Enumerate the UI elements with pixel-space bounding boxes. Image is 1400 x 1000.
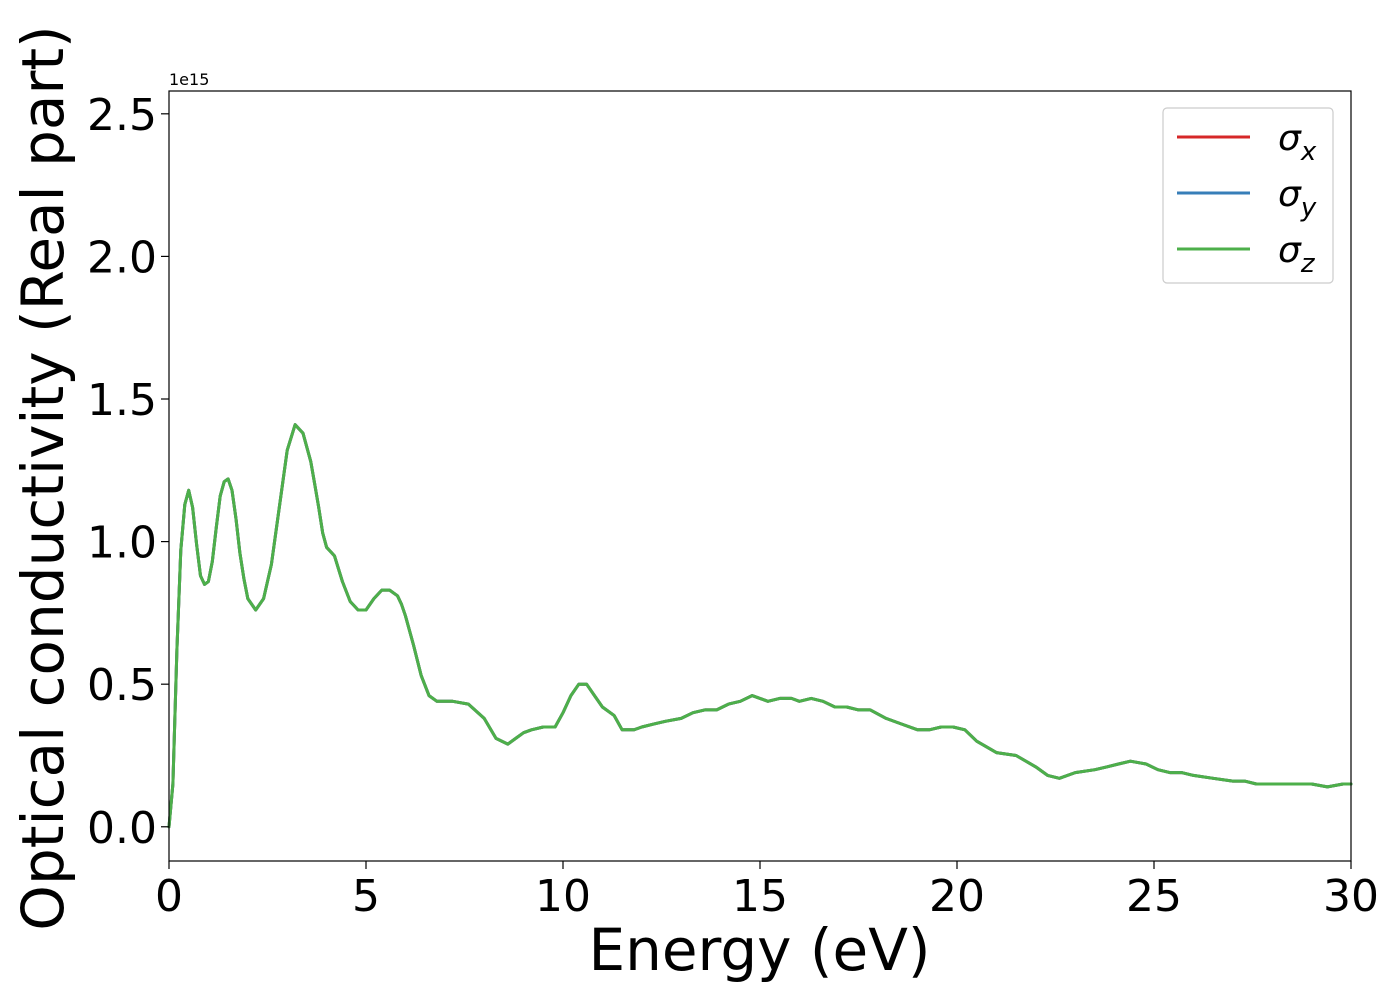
y-tick-label: 0.5 bbox=[87, 660, 157, 711]
series-line-z bbox=[167, 423, 1353, 829]
x-tick-label: 5 bbox=[352, 871, 380, 922]
legend: σx σy σz bbox=[1162, 107, 1334, 284]
x-tick-label: 15 bbox=[732, 871, 788, 922]
series-layer bbox=[167, 423, 1353, 829]
axes-layer: 0 5 10 15 20 25 30 0.0 0.5 1.0 1.5 2.0 2.5 bbox=[87, 90, 1379, 922]
y-tick-label: 1.0 bbox=[87, 518, 157, 569]
x-tick-label: 0 bbox=[155, 871, 183, 922]
y-offset-label: 1e15 bbox=[169, 70, 209, 89]
x-tick-label: 20 bbox=[929, 871, 985, 922]
y-tick-label: 2.0 bbox=[87, 232, 157, 283]
y-tick-label: 1.5 bbox=[87, 375, 157, 426]
y-tick-label: 0.0 bbox=[87, 803, 157, 854]
y-tick-label: 2.5 bbox=[87, 90, 157, 141]
x-tick-label: 10 bbox=[535, 871, 591, 922]
legend-box bbox=[1162, 107, 1334, 284]
legend-label-y: σy bbox=[1278, 174, 1317, 223]
legend-label-z: σz bbox=[1278, 230, 1316, 279]
y-axis-label: Optical conductivity (Real part) bbox=[9, 25, 77, 930]
x-tick-label: 25 bbox=[1126, 871, 1182, 922]
x-axis-label: Energy (eV) bbox=[588, 916, 930, 984]
x-tick-label: 30 bbox=[1323, 871, 1379, 922]
legend-label-x: σx bbox=[1278, 118, 1317, 167]
